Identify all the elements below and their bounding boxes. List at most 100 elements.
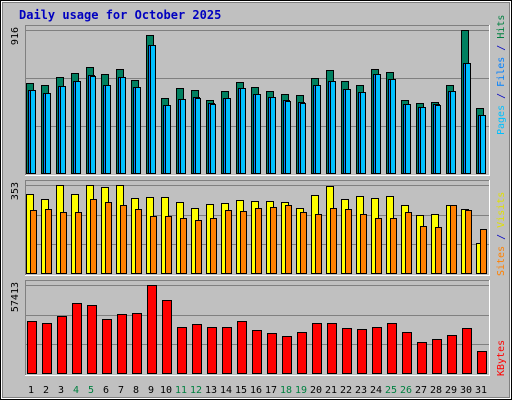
bar-pages-20 (315, 85, 321, 174)
chart-title: Daily usage for October 2025 (19, 8, 221, 22)
bar-kbytes-10 (162, 300, 172, 374)
bar-pages-17 (270, 97, 276, 174)
x-tick-label-1: 1 (28, 385, 34, 396)
panel-top-ymax-label: 916 (10, 27, 21, 45)
bar-kbytes-12 (192, 324, 202, 374)
bar-kbytes-16 (252, 330, 262, 374)
bar-sites-3 (60, 212, 67, 274)
bar-pages-14 (225, 98, 231, 174)
x-tick-label-29: 29 (445, 385, 457, 396)
bar-kbytes-5 (87, 305, 97, 374)
bar-kbytes-2 (42, 323, 52, 374)
bar-kbytes-15 (237, 321, 247, 374)
bar-sites-21 (330, 208, 337, 274)
bar-kbytes-20 (312, 323, 322, 374)
x-tick-label-24: 24 (370, 385, 382, 396)
x-tick-label-15: 15 (235, 385, 247, 396)
bar-sites-12 (195, 220, 202, 274)
panel-mid-legend-part-1: / (496, 228, 507, 246)
bar-sites-23 (360, 214, 367, 274)
bar-sites-24 (375, 218, 382, 274)
bar-kbytes-11 (177, 327, 187, 374)
bar-kbytes-21 (327, 323, 337, 374)
bar-pages-22 (345, 89, 351, 174)
x-tick-label-10: 10 (160, 385, 172, 396)
x-tick-label-27: 27 (415, 385, 427, 396)
bar-sites-2 (45, 209, 52, 274)
bar-pages-19 (300, 103, 306, 174)
bar-kbytes-18 (282, 336, 292, 374)
bar-kbytes-25 (387, 323, 397, 374)
bar-pages-8 (135, 87, 141, 174)
bar-sites-20 (315, 214, 322, 274)
panel-bot-legend: KBytes (496, 340, 507, 376)
x-tick-label-26: 26 (400, 385, 412, 396)
panel-bot-ymax-label: 57413 (10, 282, 21, 312)
x-tick-label-28: 28 (430, 385, 442, 396)
bar-kbytes-24 (372, 327, 382, 374)
series-pages (30, 45, 486, 174)
bar-sites-7 (120, 205, 127, 274)
x-tick-label-12: 12 (190, 385, 202, 396)
x-tick-label-16: 16 (250, 385, 262, 396)
x-tick-label-8: 8 (133, 385, 139, 396)
bar-kbytes-8 (132, 313, 142, 374)
panel-mid-legend: Sites / Visits (496, 192, 507, 276)
bar-pages-28 (435, 105, 441, 174)
bar-sites-11 (180, 218, 187, 274)
x-tick-label-21: 21 (325, 385, 337, 396)
x-tick-label-20: 20 (310, 385, 322, 396)
bar-pages-18 (285, 101, 291, 174)
bar-pages-31 (480, 115, 486, 174)
x-tick-label-4: 4 (73, 385, 79, 396)
x-tick-label-31: 31 (475, 385, 487, 396)
bar-kbytes-27 (417, 342, 427, 374)
bar-pages-5 (90, 76, 96, 174)
bar-kbytes-1 (27, 321, 37, 374)
bar-sites-9 (150, 216, 157, 274)
bar-sites-13 (210, 218, 217, 274)
bar-sites-10 (165, 216, 172, 274)
bar-pages-26 (405, 104, 411, 174)
panel-top-legend-part-2: Files (496, 57, 507, 87)
bar-sites-19 (300, 212, 307, 274)
bar-sites-18 (285, 205, 292, 274)
x-tick-label-22: 22 (340, 385, 352, 396)
bar-sites-22 (345, 209, 352, 274)
bar-pages-24 (375, 74, 381, 174)
bar-pages-10 (165, 105, 171, 174)
bar-kbytes-19 (297, 332, 307, 374)
bar-pages-29 (450, 91, 456, 174)
bar-sites-6 (105, 202, 112, 274)
bar-sites-8 (135, 209, 142, 274)
x-tick-label-30: 30 (460, 385, 472, 396)
panel-top-legend-part-0: Pages (496, 105, 507, 135)
panel-mid-legend-part-0: Sites (496, 246, 507, 276)
panel-bot: 57413 KBytes (10, 280, 507, 376)
x-tick-label-6: 6 (103, 385, 109, 396)
x-tick-label-17: 17 (265, 385, 277, 396)
series-sites (30, 199, 487, 274)
bar-pages-6 (105, 85, 111, 174)
bar-sites-29 (450, 205, 457, 274)
x-tick-label-25: 25 (385, 385, 397, 396)
panel-top-legend-part-1: / (496, 87, 507, 105)
bar-kbytes-7 (117, 314, 127, 374)
bar-kbytes-31 (477, 351, 487, 374)
bar-pages-1 (30, 90, 36, 174)
bar-pages-11 (180, 99, 186, 174)
x-tick-label-23: 23 (355, 385, 367, 396)
bar-pages-30 (465, 63, 471, 174)
bar-sites-31 (480, 229, 487, 274)
bar-kbytes-3 (57, 316, 67, 374)
x-tick-label-3: 3 (58, 385, 64, 396)
x-tick-label-14: 14 (220, 385, 232, 396)
series-kbytes (27, 285, 487, 374)
panel-mid-ymax-label: 353 (10, 182, 21, 200)
bar-sites-30 (465, 210, 472, 274)
panel-top-legend: Pages / Files / Hits (496, 15, 507, 135)
bar-kbytes-30 (462, 328, 472, 374)
bar-sites-28 (435, 227, 442, 274)
bar-kbytes-29 (447, 335, 457, 374)
